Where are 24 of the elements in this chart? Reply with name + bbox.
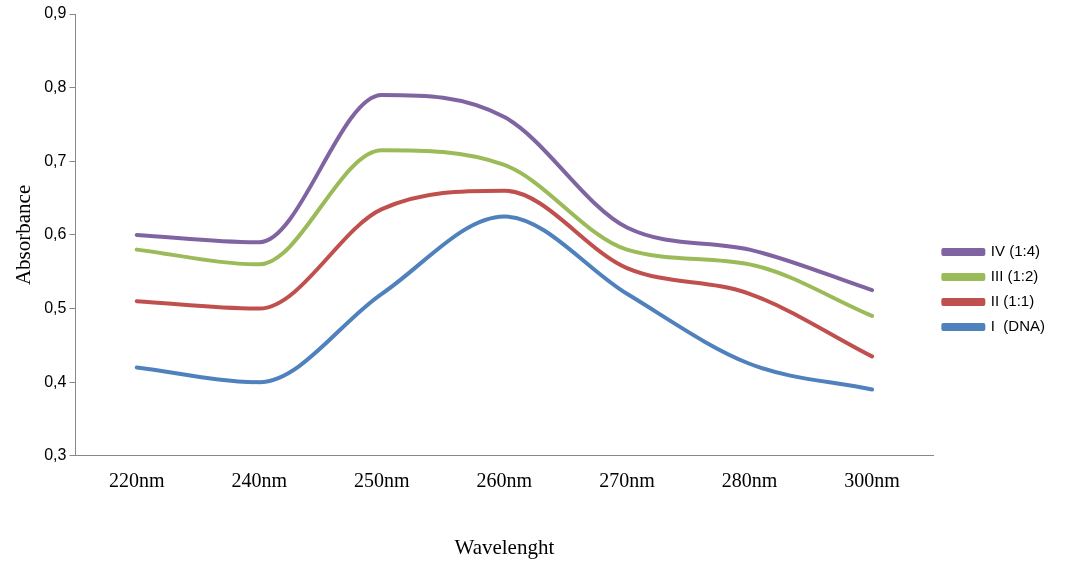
x-tick-label: 240nm: [231, 469, 288, 492]
y-tick-label: 0,5: [44, 298, 67, 316]
line-series: [134, 214, 875, 392]
y-tick-label: 0,4: [44, 372, 67, 390]
y-tick-label: 0,3: [44, 446, 67, 464]
line-series: [134, 148, 875, 318]
x-tick-label: 260nm: [476, 469, 533, 492]
y-tick-label: 0,9: [44, 4, 67, 22]
legend-label: I (DNA): [990, 317, 1046, 335]
line-series: [134, 93, 875, 293]
x-tick-label: 220nm: [108, 469, 165, 492]
y-tick-label: 0,7: [44, 151, 67, 169]
line-series: [134, 188, 875, 359]
legend-label: III (1:2): [990, 267, 1039, 285]
x-axis-title: Wavelenght: [454, 534, 555, 559]
legend-label: II (1:1): [990, 292, 1035, 310]
y-axis-title: Absorbance: [11, 184, 36, 286]
x-tick-label: 250nm: [354, 469, 411, 492]
y-tick-label: 0,8: [44, 78, 67, 96]
y-tick-label: 0,6: [44, 225, 67, 243]
legend-label: IV (1:4): [990, 242, 1041, 260]
x-tick-label: 280nm: [721, 469, 778, 492]
x-tick-label: 270nm: [599, 469, 656, 492]
x-tick-label: 300nm: [844, 469, 901, 492]
